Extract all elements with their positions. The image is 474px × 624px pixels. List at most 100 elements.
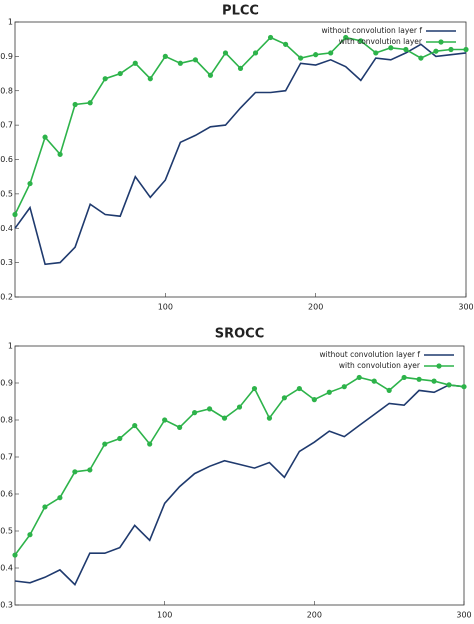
y-tick-label: 0.8: [0, 416, 13, 425]
chart-title: PLCC: [222, 4, 259, 19]
point: [326, 389, 332, 395]
point: [102, 76, 108, 82]
series-line: [14, 36, 466, 215]
point: [207, 72, 214, 78]
legend-marker: [436, 363, 442, 369]
point: [386, 387, 392, 393]
point: [267, 34, 274, 41]
point: [117, 70, 123, 77]
point: [371, 378, 377, 384]
point: [358, 38, 364, 44]
point: [102, 441, 108, 447]
y-tick-label: 0.5: [0, 527, 13, 536]
series-line: [14, 384, 465, 586]
x-tick-label: 200: [307, 611, 322, 620]
plot-frame: [14, 345, 465, 606]
point: [463, 46, 469, 53]
legend-marker: [438, 39, 444, 45]
point: [298, 55, 304, 61]
point: [356, 374, 362, 381]
point: [252, 50, 259, 56]
point: [42, 504, 48, 510]
legend-label: with convolution ayer: [339, 361, 421, 370]
y-tick-label: 0.6: [0, 490, 13, 499]
point: [341, 384, 347, 390]
y-tick-label: 0.9: [0, 379, 13, 388]
point: [132, 60, 138, 66]
point: [147, 441, 153, 447]
series-line: [14, 43, 467, 266]
point: [296, 385, 302, 392]
x-tick-label: 200: [308, 303, 323, 312]
x-tick-label: 300: [456, 611, 471, 620]
point: [117, 435, 123, 442]
point: [177, 60, 183, 66]
point: [162, 417, 168, 423]
point: [403, 46, 409, 53]
point: [311, 397, 317, 403]
y-tick-label: 0.5: [0, 189, 13, 198]
point: [42, 134, 48, 140]
point: [448, 46, 454, 53]
point: [401, 374, 407, 381]
y-tick-label: 0.8: [0, 86, 13, 95]
point: [87, 100, 93, 106]
chart-title: SROCC: [215, 327, 265, 342]
y-tick-label: 1: [8, 18, 13, 27]
point: [388, 45, 394, 51]
y-tick-label: 1: [8, 342, 13, 351]
legend-label: with convolution layer: [339, 37, 423, 46]
point: [72, 469, 78, 475]
point: [57, 495, 63, 501]
point: [27, 180, 33, 187]
y-tick-label: 0.2: [0, 293, 13, 302]
point: [177, 424, 183, 430]
point: [313, 52, 319, 58]
point: [192, 57, 198, 63]
point: [206, 406, 213, 412]
point: [431, 378, 437, 384]
y-tick-label: 0.3: [0, 258, 13, 267]
point: [221, 415, 228, 421]
point: [373, 50, 379, 56]
point: [147, 76, 153, 82]
plot-frame: [14, 21, 467, 298]
point: [251, 385, 258, 392]
legend-label: without convolution layer f: [322, 26, 423, 35]
point: [266, 415, 273, 421]
x-tick-label: 100: [157, 611, 172, 620]
point: [162, 53, 168, 59]
point: [461, 384, 467, 390]
y-tick-label: 0.6: [0, 155, 13, 164]
point: [433, 48, 439, 54]
y-tick-label: 0.7: [0, 453, 13, 462]
point: [222, 50, 229, 56]
y-tick-label: 0.4: [0, 224, 13, 233]
point: [132, 422, 138, 429]
point: [328, 50, 334, 56]
legend-label: without convolution layer f: [320, 350, 421, 359]
y-tick-label: 0.7: [0, 121, 13, 130]
y-tick-label: 0.3: [0, 601, 13, 610]
point: [283, 41, 289, 47]
point: [87, 467, 93, 473]
point: [446, 382, 452, 388]
point: [418, 55, 424, 61]
x-tick-label: 100: [158, 303, 173, 312]
point: [72, 101, 78, 108]
point: [236, 404, 243, 410]
point: [27, 532, 33, 538]
point: [281, 395, 287, 401]
x-tick-label: 300: [458, 303, 473, 312]
point: [416, 376, 422, 382]
point: [12, 211, 18, 218]
point: [57, 151, 63, 157]
point: [343, 34, 349, 41]
y-tick-label: 0.9: [0, 52, 13, 61]
point: [237, 65, 244, 72]
y-tick-label: 0.4: [0, 564, 13, 573]
point: [12, 552, 18, 558]
point: [192, 410, 198, 416]
